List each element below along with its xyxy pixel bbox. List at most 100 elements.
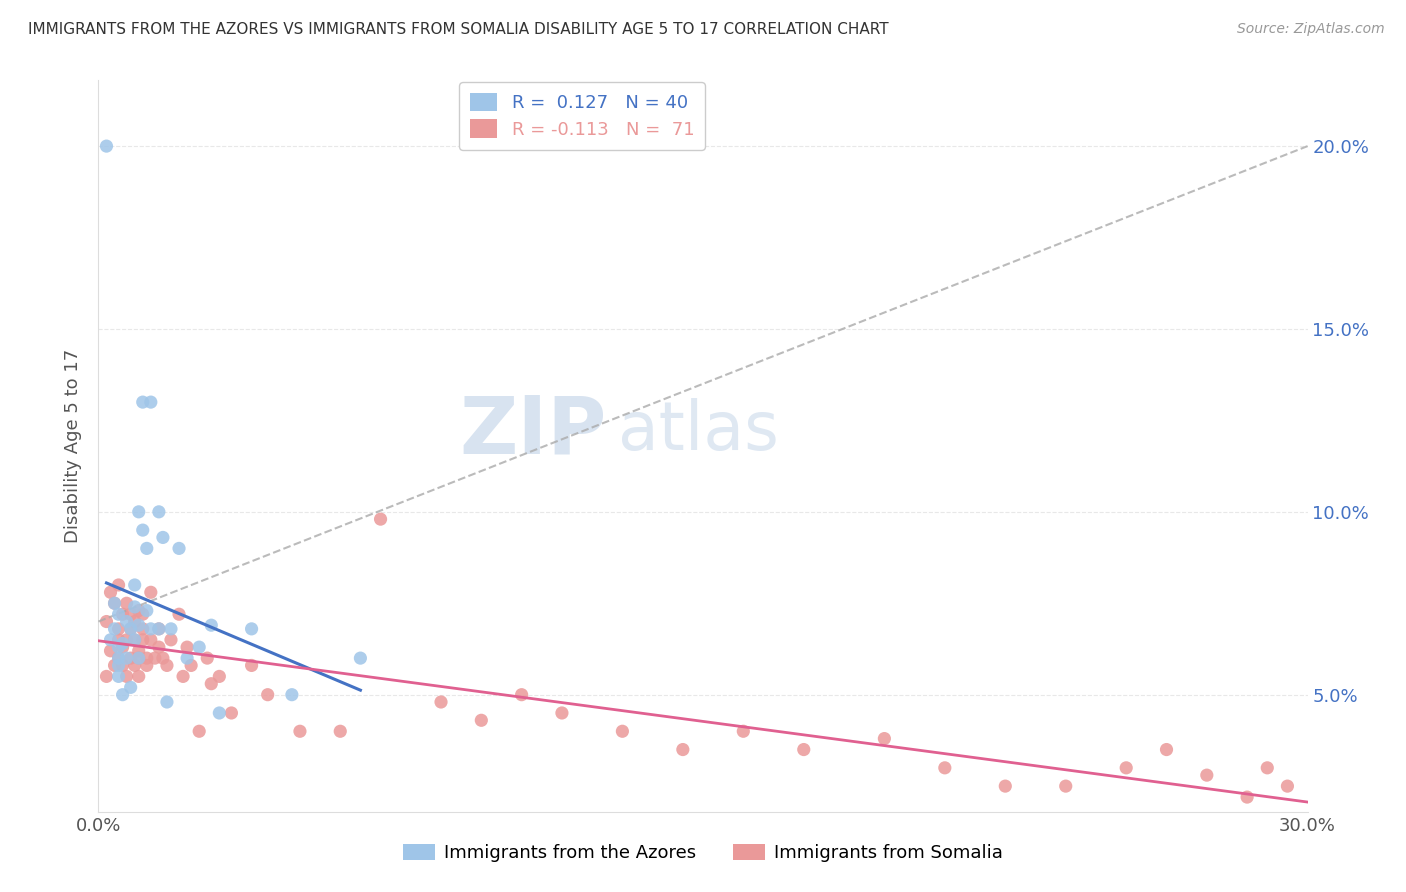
Point bbox=[612, 724, 634, 739]
Point bbox=[139, 632, 162, 647]
Point bbox=[115, 615, 138, 629]
Point bbox=[240, 658, 263, 673]
Point bbox=[370, 512, 392, 526]
Point bbox=[132, 395, 155, 409]
Point bbox=[135, 658, 157, 673]
Point bbox=[124, 615, 146, 629]
Point bbox=[128, 604, 150, 618]
Point bbox=[120, 681, 142, 695]
Point bbox=[148, 505, 170, 519]
Point bbox=[107, 622, 129, 636]
Point bbox=[128, 505, 150, 519]
Point bbox=[111, 636, 134, 650]
Point bbox=[172, 669, 194, 683]
Point bbox=[200, 676, 222, 690]
Point bbox=[240, 622, 263, 636]
Point bbox=[124, 599, 146, 614]
Point bbox=[156, 658, 179, 673]
Point bbox=[103, 596, 125, 610]
Point bbox=[195, 651, 218, 665]
Point bbox=[1054, 779, 1077, 793]
Point bbox=[1195, 768, 1218, 782]
Point bbox=[115, 651, 138, 665]
Point bbox=[873, 731, 896, 746]
Point bbox=[148, 622, 170, 636]
Point bbox=[188, 640, 211, 655]
Point bbox=[139, 585, 162, 599]
Point bbox=[107, 658, 129, 673]
Point bbox=[115, 669, 138, 683]
Point bbox=[430, 695, 453, 709]
Point bbox=[510, 688, 533, 702]
Point bbox=[111, 688, 134, 702]
Text: Source: ZipAtlas.com: Source: ZipAtlas.com bbox=[1237, 22, 1385, 37]
Point bbox=[934, 761, 956, 775]
Point bbox=[100, 644, 122, 658]
Point bbox=[132, 622, 155, 636]
Point bbox=[96, 139, 118, 153]
Point bbox=[111, 640, 134, 655]
Point bbox=[288, 724, 311, 739]
Point bbox=[733, 724, 755, 739]
Point bbox=[139, 622, 162, 636]
Point bbox=[208, 669, 231, 683]
Point bbox=[103, 658, 125, 673]
Point bbox=[107, 651, 129, 665]
Point bbox=[148, 640, 170, 655]
Point bbox=[156, 695, 179, 709]
Point bbox=[107, 632, 129, 647]
Point bbox=[672, 742, 695, 756]
Point bbox=[96, 615, 118, 629]
Point bbox=[103, 596, 125, 610]
Point bbox=[128, 651, 150, 665]
Point bbox=[120, 622, 142, 636]
Point bbox=[167, 607, 190, 622]
Point bbox=[152, 651, 174, 665]
Point bbox=[176, 651, 198, 665]
Point bbox=[1236, 790, 1258, 805]
Point bbox=[100, 632, 122, 647]
Point bbox=[120, 622, 142, 636]
Point bbox=[111, 658, 134, 673]
Point bbox=[281, 688, 304, 702]
Point bbox=[551, 706, 574, 720]
Text: atlas: atlas bbox=[619, 399, 779, 465]
Point bbox=[167, 541, 190, 556]
Point bbox=[1115, 761, 1137, 775]
Point bbox=[107, 607, 129, 622]
Point bbox=[128, 618, 150, 632]
Point bbox=[180, 658, 202, 673]
Legend: R =  0.127   N = 40, R = -0.113   N =  71: R = 0.127 N = 40, R = -0.113 N = 71 bbox=[460, 82, 704, 150]
Point bbox=[143, 651, 166, 665]
Point bbox=[148, 622, 170, 636]
Point bbox=[135, 541, 157, 556]
Point bbox=[349, 651, 371, 665]
Point bbox=[115, 632, 138, 647]
Point bbox=[128, 651, 150, 665]
Point bbox=[152, 530, 174, 544]
Point bbox=[208, 706, 231, 720]
Point bbox=[100, 585, 122, 599]
Point bbox=[200, 618, 222, 632]
Point bbox=[128, 644, 150, 658]
Point bbox=[107, 640, 129, 655]
Point bbox=[115, 596, 138, 610]
Point bbox=[1256, 761, 1278, 775]
Point bbox=[128, 669, 150, 683]
Point bbox=[107, 651, 129, 665]
Point bbox=[132, 523, 155, 537]
Point bbox=[160, 632, 183, 647]
Point bbox=[107, 578, 129, 592]
Text: ZIP: ZIP bbox=[458, 392, 606, 470]
Point bbox=[176, 640, 198, 655]
Text: IMMIGRANTS FROM THE AZORES VS IMMIGRANTS FROM SOMALIA DISABILITY AGE 5 TO 17 COR: IMMIGRANTS FROM THE AZORES VS IMMIGRANTS… bbox=[28, 22, 889, 37]
Point bbox=[994, 779, 1017, 793]
Point bbox=[221, 706, 243, 720]
Point bbox=[124, 658, 146, 673]
Point bbox=[107, 669, 129, 683]
Point bbox=[135, 604, 157, 618]
Point bbox=[1277, 779, 1299, 793]
Point bbox=[329, 724, 352, 739]
Point bbox=[96, 669, 118, 683]
Point bbox=[124, 632, 146, 647]
